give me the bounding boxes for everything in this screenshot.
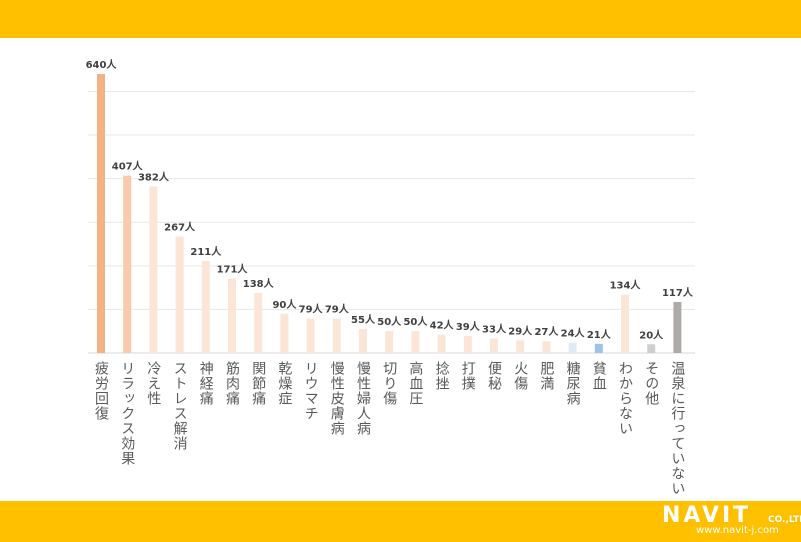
data-label: 79人 [299, 303, 324, 316]
bar [568, 342, 577, 353]
bar [201, 261, 210, 353]
category-label: 貧血 [590, 361, 607, 391]
bar [621, 294, 629, 353]
bar [673, 301, 682, 353]
category-label: その他 [643, 361, 660, 406]
bar [542, 341, 551, 353]
category-label: 筋肉痛 [224, 361, 240, 406]
logo-name: NAVIT [662, 503, 752, 528]
data-label: 50人 [403, 315, 428, 328]
category-label: 慢性皮膚病 [328, 361, 345, 436]
top-banner [0, 0, 801, 38]
bar [280, 313, 289, 353]
category-label: 冷え性 [145, 361, 162, 406]
data-label: 42人 [430, 319, 455, 332]
data-label: 27人 [534, 325, 559, 338]
data-label: 33人 [482, 323, 507, 336]
category-label: 糖尿病 [564, 361, 581, 406]
bar [594, 343, 603, 353]
bar [149, 186, 158, 353]
category-label: 乾燥症 [276, 361, 293, 406]
data-label: 117人 [662, 286, 694, 299]
category-label: 便秘 [486, 361, 502, 391]
data-label: 138人 [243, 277, 275, 290]
bottom-banner [0, 501, 801, 542]
category-label: 温泉に行っていない [669, 361, 686, 496]
bar [175, 236, 184, 353]
data-label: 267人 [164, 221, 196, 234]
bar [123, 175, 132, 353]
category-label: 関節痛 [250, 361, 267, 406]
bar [463, 335, 472, 353]
bar [516, 340, 525, 353]
category-label: 肥満 [538, 361, 555, 391]
data-label: 90人 [272, 298, 297, 311]
data-label: 50人 [377, 315, 402, 328]
category-label: 切り傷 [381, 361, 398, 406]
data-label: 640人 [86, 58, 118, 71]
bar [385, 331, 394, 353]
bar [359, 329, 367, 353]
bar [437, 334, 446, 353]
category-label: 慢性婦人病 [355, 361, 371, 436]
logo-suffix: CO.,LTD. [768, 515, 801, 525]
bar [411, 331, 420, 353]
data-label: 171人 [217, 262, 249, 275]
category-label: 火傷 [512, 361, 529, 391]
bar [97, 74, 105, 353]
bar [306, 318, 315, 353]
data-label: 407人 [112, 160, 144, 173]
bar [647, 344, 656, 353]
data-label: 79人 [325, 303, 350, 316]
data-label: 24人 [561, 327, 586, 340]
data-label: 21人 [587, 328, 612, 341]
category-label: 打撲 [459, 361, 476, 391]
category-label: 捻挫 [433, 361, 450, 391]
category-label: ストレス解消 [171, 361, 188, 451]
bar [254, 292, 263, 353]
data-label: 39人 [456, 320, 481, 333]
navit-logo: NAVIT CO.,LTD. www.navit-j.com [662, 503, 801, 536]
data-label: 382人 [138, 170, 170, 183]
bar [228, 278, 236, 353]
logo-url: www.navit-j.com [696, 525, 779, 536]
category-label: 疲労回復 [93, 361, 109, 421]
category-label: リラックス効果 [119, 361, 136, 466]
category-label: わからない [617, 361, 633, 436]
bar [490, 338, 498, 353]
data-label: 134人 [610, 279, 642, 292]
data-label: 20人 [639, 328, 664, 341]
bar [332, 318, 341, 353]
category-label: 高血圧 [407, 361, 424, 406]
category-label: 神経痛 [197, 361, 214, 406]
category-label: リウマチ [302, 361, 319, 421]
data-label: 29人 [508, 324, 533, 337]
data-label: 55人 [351, 313, 376, 326]
data-label: 211人 [190, 245, 222, 258]
